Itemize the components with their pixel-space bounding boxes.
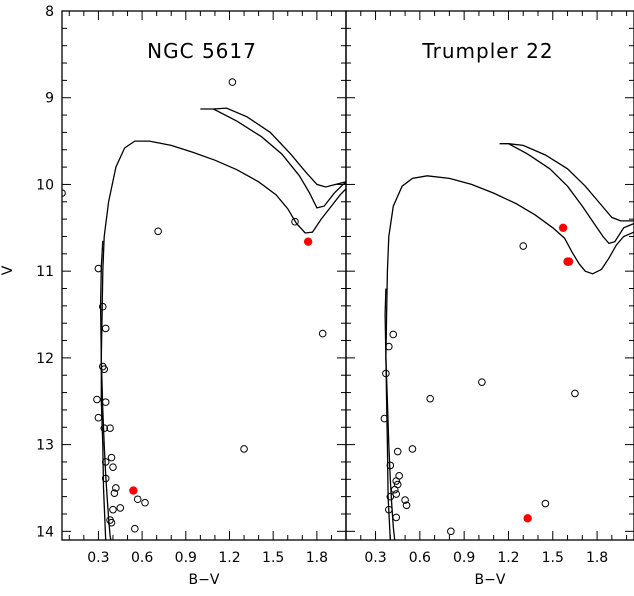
data-point <box>132 525 139 532</box>
panel-trumpler-22: 0.3 0.6 0.9 1.2 1.5 1.8 B−V Trumpler 22 <box>346 11 634 588</box>
y-tick-label: 11 <box>36 264 54 280</box>
data-point-red <box>565 258 573 266</box>
data-point <box>394 448 401 455</box>
data-point <box>390 331 397 338</box>
data-point <box>542 500 549 507</box>
x-tick-label: 0.9 <box>175 550 197 566</box>
data-point <box>102 399 109 406</box>
isochrone-main-sequence <box>386 176 634 540</box>
data-point <box>155 228 162 235</box>
data-point <box>409 446 416 453</box>
data-point <box>393 514 400 521</box>
data-point <box>110 464 117 471</box>
x-tick-label: 0.9 <box>453 550 475 566</box>
data-point-red <box>130 487 138 495</box>
data-point <box>427 395 434 402</box>
data-point <box>117 505 124 512</box>
data-point <box>94 396 101 403</box>
data-point <box>229 79 236 86</box>
y-tick-label: 9 <box>45 91 54 107</box>
x-tick-label: 0.6 <box>131 550 153 566</box>
data-point-red <box>304 238 312 246</box>
data-point <box>134 496 141 503</box>
data-point <box>110 506 117 513</box>
data-point <box>102 325 109 332</box>
y-tick-label: 12 <box>36 351 54 367</box>
x-tick-label: 0.3 <box>364 550 386 566</box>
data-point-red <box>524 515 532 523</box>
data-point <box>479 379 486 386</box>
panel-ngc-5617: 0.3 0.6 0.9 1.2 1.5 1.8 8 9 10 11 12 13 14 B−V V NGC 56… <box>0 4 346 588</box>
data-point <box>391 486 398 493</box>
y-axis-label: V <box>0 265 16 275</box>
y-tick-label: 13 <box>36 438 54 454</box>
x-tick-label: 1.2 <box>218 550 240 566</box>
isochrone-main-sequence <box>101 141 346 540</box>
data-point <box>95 414 102 421</box>
data-point <box>241 446 248 453</box>
data-point <box>572 390 579 397</box>
isochrone-giant-branch-inner <box>509 144 634 221</box>
data-point <box>319 330 326 337</box>
x-axis-label: B−V <box>475 572 506 588</box>
y-tick-label: 10 <box>36 177 54 193</box>
x-tick-label: 1.8 <box>306 550 328 566</box>
data-point <box>448 528 455 535</box>
x-tick-label: 1.2 <box>497 550 519 566</box>
data-point <box>142 499 149 506</box>
y-tick-label: 14 <box>36 524 54 540</box>
panel-title: NGC 5617 <box>147 39 257 63</box>
data-point <box>520 243 527 250</box>
x-tick-label: 1.8 <box>586 550 608 566</box>
x-axis-label: B−V <box>189 572 220 588</box>
x-tick-label: 0.6 <box>409 550 431 566</box>
x-tick-label: 1.5 <box>262 550 284 566</box>
x-tick-label: 1.5 <box>542 550 564 566</box>
x-tick-label: 0.3 <box>87 550 109 566</box>
data-point <box>108 454 115 461</box>
y-tick-label: 8 <box>45 4 54 20</box>
panel-title: Trumpler 22 <box>421 39 553 63</box>
data-point-red <box>559 224 567 232</box>
